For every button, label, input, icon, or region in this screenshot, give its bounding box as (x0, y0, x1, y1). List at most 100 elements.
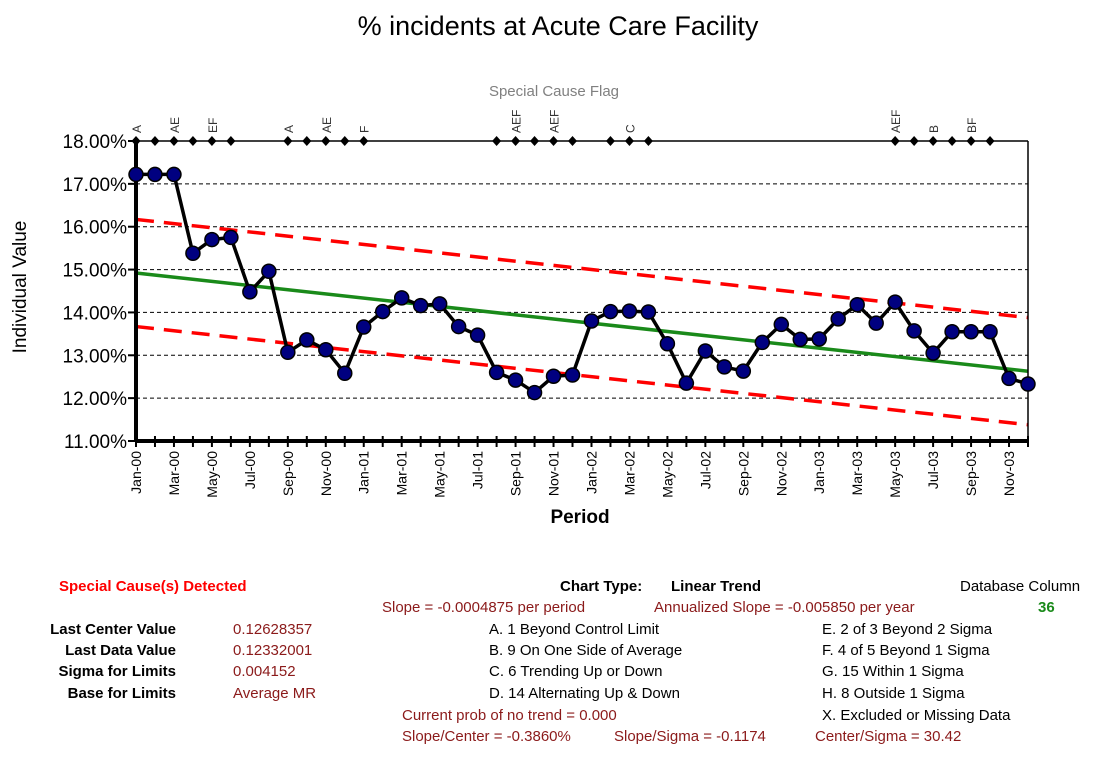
special-cause-label: Special Cause(s) Detected (59, 578, 247, 595)
flag-marker (283, 136, 293, 146)
data-point (697, 343, 714, 359)
data-point (393, 290, 410, 306)
data-point (773, 316, 790, 333)
chart-type-label: Chart Type: (560, 578, 643, 595)
data-point (944, 323, 960, 340)
rule-item: X. Excluded or Missing Data (822, 707, 1011, 724)
flag-label: AE (320, 117, 334, 133)
flag-marker (966, 136, 976, 146)
flag-marker (302, 136, 312, 146)
data-point (602, 303, 619, 320)
data-point (583, 313, 600, 329)
data-series (128, 166, 1036, 401)
data-point (811, 331, 827, 347)
slope-sigma: Slope/Sigma = -0.1174 (614, 728, 766, 745)
special-cause-flags: A AE EF A AE F AEF AEF C AEF B BF (130, 110, 995, 146)
data-point (147, 166, 163, 183)
database-column-value: 36 (1038, 599, 1055, 616)
data-point (1001, 370, 1017, 387)
chart-type-value: Linear Trend (671, 578, 762, 595)
slope-text: Slope = -0.0004875 per period (382, 599, 586, 616)
prob-no-trend: Current prob of no trend = 0.000 (402, 707, 617, 724)
flag-marker (909, 136, 919, 146)
chart-title: % incidents at Acute Care Facility (358, 11, 759, 41)
flag-label: AEF (548, 110, 562, 133)
annualized-slope-text: Annualized Slope = -0.005850 per year (654, 599, 915, 616)
data-point (830, 311, 846, 327)
x-tick-label: Jan-00 (128, 451, 144, 494)
flag-marker (549, 136, 559, 146)
data-point (355, 319, 372, 335)
flag-label: A (282, 125, 296, 133)
data-point (337, 365, 353, 382)
flag-marker (985, 136, 995, 146)
stat-label: Last Data Value (65, 642, 176, 659)
data-point (299, 332, 315, 348)
data-point (678, 375, 695, 391)
y-tick-label: 14.00% (63, 303, 128, 324)
data-point (564, 367, 581, 383)
center-sigma: Center/Sigma = 30.42 (815, 728, 962, 745)
data-point (621, 303, 638, 319)
rule-item: B. 9 On One Side of Average (489, 642, 683, 659)
data-point (412, 297, 429, 314)
data-point (526, 384, 543, 401)
x-tick-label: Jul-02 (697, 451, 713, 489)
chart-subtitle: Special Cause Flag (489, 83, 619, 100)
flag-marker (511, 136, 521, 146)
flag-marker (568, 136, 578, 146)
x-tick-label: Jan-01 (356, 451, 372, 494)
flag-marker (947, 136, 957, 146)
data-point (166, 166, 182, 183)
data-point (128, 166, 144, 183)
flag-label: AEF (889, 110, 903, 133)
flag-label: A (130, 125, 144, 133)
data-point (242, 284, 258, 300)
rule-item: C. 6 Trending Up or Down (489, 663, 663, 680)
y-tick-label: 18.00% (63, 132, 128, 153)
axes (128, 140, 1029, 447)
data-point (925, 345, 941, 361)
data-point (507, 372, 524, 388)
flag-marker (492, 136, 502, 146)
data-point (1020, 376, 1036, 392)
x-tick-label: Mar-02 (621, 451, 637, 496)
trend-line (135, 271, 1029, 373)
x-tick-label: Sep-02 (735, 451, 751, 496)
y-axis-label: Individual Value (10, 221, 31, 354)
slope-center: Slope/Center = -0.3860% (402, 728, 571, 745)
flag-marker (890, 136, 900, 146)
data-point (754, 334, 771, 351)
flag-marker (131, 136, 141, 146)
rule-item: F. 4 of 5 Beyond 1 Sigma (822, 642, 990, 659)
flag-marker (188, 136, 198, 146)
flag-marker (643, 136, 653, 146)
data-point (887, 294, 903, 310)
x-tick-label: Nov-02 (773, 451, 789, 496)
y-tick-label: 15.00% (63, 261, 128, 282)
data-point (640, 304, 657, 320)
flag-marker (928, 136, 938, 146)
control-chart: % incidents at Acute Care Facility Speci… (10, 11, 1036, 528)
rule-item: H. 8 Outside 1 Sigma (822, 685, 965, 702)
flag-marker (207, 136, 217, 146)
stat-value: Average MR (233, 685, 317, 702)
data-point (280, 344, 296, 361)
stat-value: 0.12332001 (233, 642, 313, 659)
data-point (659, 335, 676, 352)
flag-label: EF (206, 118, 220, 133)
x-tick-label: May-01 (432, 451, 448, 498)
x-tick-label: Mar-03 (849, 451, 865, 496)
y-tick-label: 13.00% (63, 346, 128, 367)
data-point (906, 323, 922, 339)
x-tick-label: Jul-03 (925, 451, 941, 489)
data-point (735, 363, 752, 379)
data-point (868, 315, 884, 331)
x-tick-label: Sep-03 (963, 451, 979, 496)
tick-labels: 11.00% 12.00% 13.00% 14.00% 15.00% 16.00% 17.0… (63, 132, 1017, 498)
data-point (488, 364, 505, 381)
upper-control-limit (135, 217, 1029, 320)
x-tick-label: Jul-00 (242, 451, 258, 489)
x-tick-label: May-03 (887, 451, 903, 498)
x-tick-label: May-00 (204, 451, 220, 498)
